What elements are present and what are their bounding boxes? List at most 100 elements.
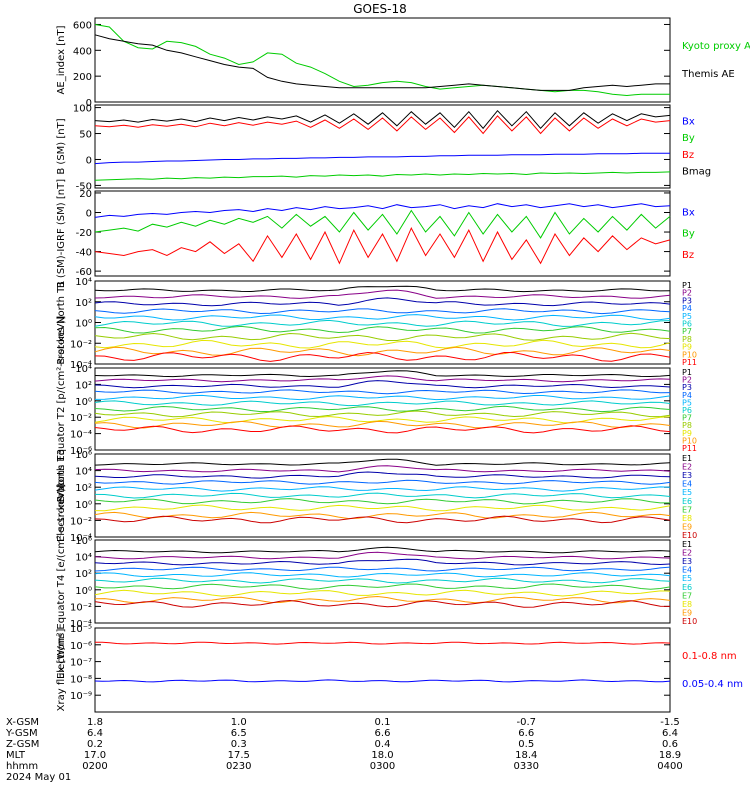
legend-e2: E2 <box>682 549 692 558</box>
y-tick-label: 100 <box>73 104 92 115</box>
legend-p4: P4 <box>682 304 692 313</box>
y-tick-label: 10⁴ <box>75 553 92 564</box>
legend-p10: P10 <box>682 350 697 359</box>
legend-bmag: Bmag <box>682 166 711 177</box>
series-line-e1 <box>94 458 671 466</box>
x-tick-label: 18.0 <box>371 750 393 761</box>
x-tick-label: 0400 <box>657 761 682 772</box>
series-line-p1 <box>94 285 671 293</box>
series-line-p8 <box>94 332 671 341</box>
x-tick-label: 6.6 <box>375 728 391 739</box>
legend-e9: E9 <box>682 522 692 531</box>
series-line-0 <box>95 641 671 645</box>
series-line-e9 <box>94 511 671 520</box>
legend-p8: P8 <box>682 335 692 344</box>
x-tick-label: 1.8 <box>87 717 103 728</box>
x-tick-label: 0.1 <box>375 717 391 728</box>
series-line-e8 <box>94 504 671 512</box>
legend-e4: E4 <box>682 480 692 489</box>
y-tick-label: 10⁻⁶ <box>70 641 92 652</box>
y-tick-label: 10⁻⁷ <box>70 658 92 669</box>
series-line-e8 <box>94 589 671 597</box>
series-line-p4 <box>94 389 671 395</box>
y-tick-label: 10⁻² <box>70 413 92 424</box>
legend-p6: P6 <box>682 320 692 329</box>
y-tick-label: -20 <box>76 228 92 239</box>
series-line-e9 <box>94 595 671 604</box>
legend-bz: Bz <box>682 150 694 161</box>
legend-bx: Bx <box>682 207 695 218</box>
legend-p10: P10 <box>682 436 697 445</box>
panel-frame <box>94 627 671 713</box>
legend-0-1-0-8-nm: 0.1-0.8 nm <box>682 651 737 662</box>
legend-e5: E5 <box>682 488 692 497</box>
y-tick-label: 10⁻⁵ <box>70 624 92 635</box>
y-tick-label: 10² <box>75 298 92 309</box>
y-tick-label: 10⁻⁹ <box>70 691 92 702</box>
x-tick-label: 6.6 <box>518 728 534 739</box>
y-tick-label: 10⁰ <box>75 319 92 330</box>
x-tick-label: 0230 <box>226 761 251 772</box>
legend-p7: P7 <box>682 414 692 423</box>
legend-p7: P7 <box>682 327 692 336</box>
legend-0-05-0-4-nm: 0.05-0.4 nm <box>682 679 743 690</box>
y-tick-label: 10² <box>75 483 92 494</box>
y-axis-label: B (SM) [nT] <box>56 118 67 174</box>
x-tick-label: 18.9 <box>659 750 681 761</box>
series-line-e2 <box>94 551 671 560</box>
x-tick-label: -1.5 <box>660 717 680 728</box>
y-tick-label: 10⁻⁴ <box>70 619 92 630</box>
x-tick-label: 0.2 <box>87 739 103 750</box>
y-axis-label: Xray flux [W/m²] <box>56 629 67 712</box>
legend-p2: P2 <box>682 376 692 385</box>
legend-e9: E9 <box>682 608 692 617</box>
y-axis-label: Protons Equator T2 [p/(cm²-s-sr-keV)] <box>56 316 67 503</box>
panel-frame <box>94 104 671 189</box>
series-line-p4 <box>94 308 671 315</box>
series-line-p3 <box>94 297 671 307</box>
panel-frame <box>94 453 671 538</box>
legend-p2: P2 <box>682 289 692 298</box>
legend-by: By <box>682 133 695 144</box>
x-row-label: hhmm <box>6 761 38 772</box>
series-line-p9 <box>94 339 671 349</box>
legend-e1: E1 <box>682 454 692 463</box>
x-row-label: Z-GSM <box>6 739 39 750</box>
panel-1: 600 400 200 0 AE_index [nT] Kyoto proxy AE The… <box>56 17 750 109</box>
legend-e5: E5 <box>682 574 692 583</box>
legend-bx: Bx <box>682 117 695 128</box>
x-tick-label: 18.4 <box>515 750 537 761</box>
legend-e8: E8 <box>682 514 692 523</box>
x-tick-label: -0.7 <box>516 717 536 728</box>
series-line-p7 <box>94 325 671 334</box>
y-tick-label: 10⁶ <box>75 536 92 547</box>
series-line-p3 <box>94 380 671 389</box>
y-tick-label: 10⁰ <box>75 500 92 511</box>
series-line-p10 <box>94 346 671 357</box>
y-tick-label: 10² <box>75 380 92 391</box>
series-line-p8 <box>94 410 671 418</box>
legend-p8: P8 <box>682 421 692 430</box>
legend-e3: E3 <box>682 557 692 566</box>
series-line-p5 <box>94 394 671 401</box>
x-tick-label: 0.3 <box>231 739 247 750</box>
x-tick-label: 0.5 <box>518 739 534 750</box>
y-tick-label: 10⁻² <box>70 339 92 350</box>
y-tick-label: -40 <box>76 248 92 259</box>
legend-e2: E2 <box>682 463 692 472</box>
panel-frame <box>94 190 671 277</box>
panel-2: 100 50 0 -50 B (SM) [nT] Bx By Bz Bmag <box>56 104 711 193</box>
y-tick-label: 10⁴ <box>75 467 92 478</box>
y-axis-label: B (SM)-IGRF (SM) [nT] <box>56 179 67 288</box>
x-tick-label: 17.5 <box>228 750 250 761</box>
y-tick-label: 10⁻² <box>70 516 92 527</box>
series-line-p6 <box>94 319 671 327</box>
x-tick-label: 1.0 <box>231 717 247 728</box>
legend-p1: P1 <box>682 281 692 290</box>
